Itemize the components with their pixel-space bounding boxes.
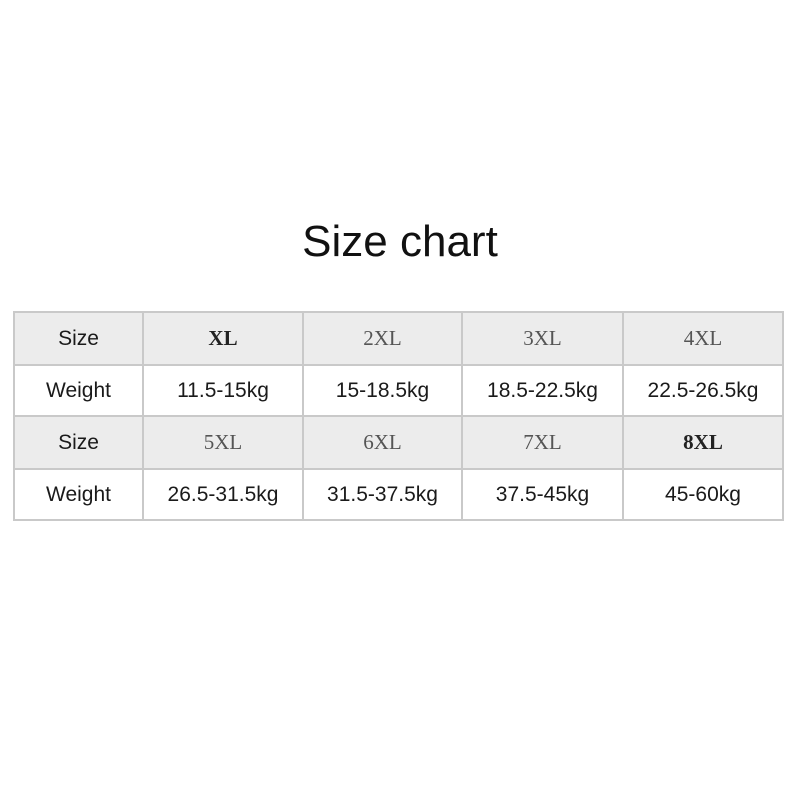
weight-row: Weight 11.5-15kg 15-18.5kg 18.5-22.5kg 2… xyxy=(13,364,784,417)
size-cell: 6XL xyxy=(302,415,463,470)
weight-cell: 22.5-26.5kg xyxy=(622,364,784,417)
size-label: Size xyxy=(13,311,144,366)
weight-cell: 31.5-37.5kg xyxy=(302,468,463,521)
weight-cell: 18.5-22.5kg xyxy=(461,364,624,417)
weight-row: Weight 26.5-31.5kg 31.5-37.5kg 37.5-45kg… xyxy=(13,468,784,521)
size-cell: 2XL xyxy=(302,311,463,366)
size-table: Size XL 2XL 3XL 4XL Weight 11.5-15kg 15-… xyxy=(13,311,784,521)
size-cell: 8XL xyxy=(622,415,784,470)
weight-cell: 37.5-45kg xyxy=(461,468,624,521)
weight-cell: 15-18.5kg xyxy=(302,364,463,417)
size-cell: 3XL xyxy=(461,311,624,366)
size-cell: 5XL xyxy=(142,415,304,470)
weight-label: Weight xyxy=(13,468,144,521)
weight-cell: 11.5-15kg xyxy=(142,364,304,417)
size-cell: 7XL xyxy=(461,415,624,470)
page-title: Size chart xyxy=(302,217,498,266)
size-label: Size xyxy=(13,415,144,470)
size-cell: XL xyxy=(142,311,304,366)
weight-label: Weight xyxy=(13,364,144,417)
weight-cell: 45-60kg xyxy=(622,468,784,521)
weight-cell: 26.5-31.5kg xyxy=(142,468,304,521)
size-cell: 4XL xyxy=(622,311,784,366)
size-row: Size XL 2XL 3XL 4XL xyxy=(13,311,784,366)
size-row: Size 5XL 6XL 7XL 8XL xyxy=(13,415,784,470)
